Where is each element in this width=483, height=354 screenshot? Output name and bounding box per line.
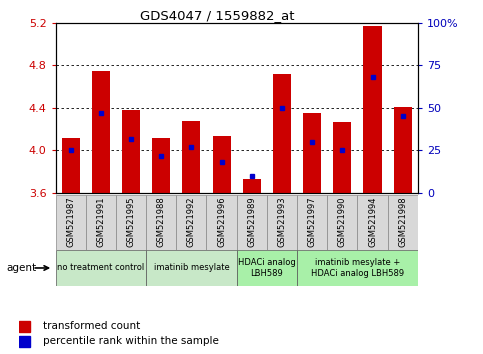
Text: GSM521996: GSM521996 bbox=[217, 196, 226, 247]
Text: imatinib mesylate: imatinib mesylate bbox=[154, 263, 229, 273]
Bar bbox=[122, 110, 140, 193]
Text: GDS4047 / 1559882_at: GDS4047 / 1559882_at bbox=[140, 9, 295, 22]
Text: GSM521995: GSM521995 bbox=[127, 196, 136, 247]
Bar bbox=[303, 113, 321, 193]
Text: GSM521991: GSM521991 bbox=[96, 196, 105, 247]
Text: HDACi analog
LBH589: HDACi analog LBH589 bbox=[238, 258, 296, 278]
Text: percentile rank within the sample: percentile rank within the sample bbox=[43, 336, 219, 346]
Bar bbox=[146, 195, 176, 250]
Bar bbox=[273, 74, 291, 193]
Bar bbox=[56, 250, 146, 286]
Text: GSM521988: GSM521988 bbox=[156, 196, 166, 247]
Text: GSM521990: GSM521990 bbox=[338, 196, 347, 247]
Bar bbox=[56, 195, 86, 250]
Bar bbox=[116, 195, 146, 250]
Text: GSM521997: GSM521997 bbox=[308, 196, 317, 247]
Bar bbox=[333, 122, 352, 193]
Text: GSM521989: GSM521989 bbox=[247, 196, 256, 247]
Text: GSM521998: GSM521998 bbox=[398, 196, 407, 247]
Bar bbox=[327, 195, 357, 250]
Bar bbox=[297, 250, 418, 286]
Text: GSM521987: GSM521987 bbox=[66, 196, 75, 247]
Bar bbox=[19, 336, 30, 347]
Bar bbox=[86, 195, 116, 250]
Bar bbox=[176, 195, 207, 250]
Bar bbox=[388, 195, 418, 250]
Bar bbox=[19, 321, 30, 332]
Bar bbox=[62, 138, 80, 193]
Bar bbox=[297, 195, 327, 250]
Text: agent: agent bbox=[6, 263, 36, 273]
Bar bbox=[242, 179, 261, 193]
Text: imatinib mesylate +
HDACi analog LBH589: imatinib mesylate + HDACi analog LBH589 bbox=[311, 258, 404, 278]
Bar bbox=[237, 195, 267, 250]
Text: GSM521994: GSM521994 bbox=[368, 196, 377, 247]
Bar bbox=[267, 195, 297, 250]
Bar bbox=[183, 121, 200, 193]
Text: transformed count: transformed count bbox=[43, 321, 141, 331]
Bar bbox=[237, 250, 297, 286]
Bar bbox=[92, 71, 110, 193]
Bar bbox=[364, 26, 382, 193]
Bar bbox=[207, 195, 237, 250]
Text: no treatment control: no treatment control bbox=[57, 263, 144, 273]
Bar bbox=[152, 138, 170, 193]
Bar bbox=[213, 136, 231, 193]
Text: GSM521992: GSM521992 bbox=[187, 196, 196, 247]
Bar bbox=[394, 107, 412, 193]
Bar bbox=[357, 195, 388, 250]
Bar bbox=[146, 250, 237, 286]
Text: GSM521993: GSM521993 bbox=[277, 196, 286, 247]
